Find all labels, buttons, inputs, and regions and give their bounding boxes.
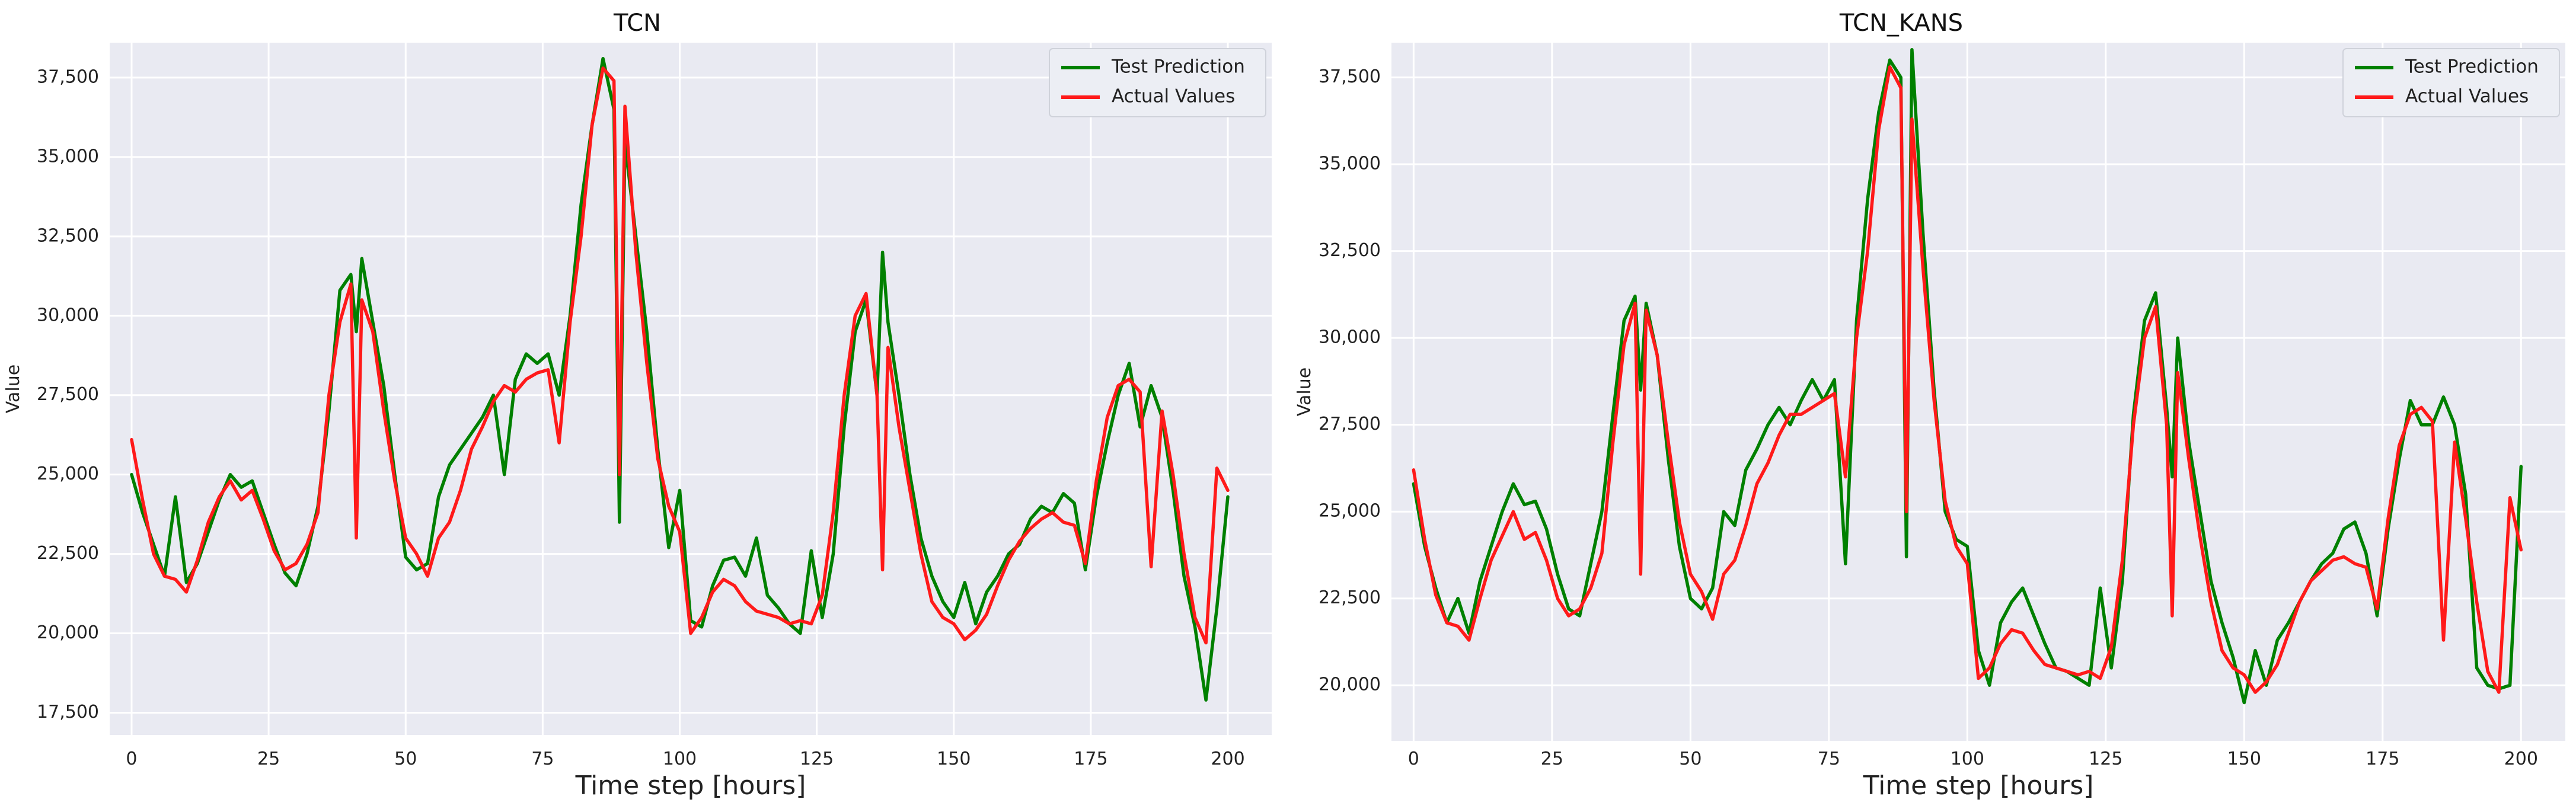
series-line-actual-values (1412, 65, 2523, 694)
y-tick-label: 37,500 (37, 66, 99, 87)
y-tick-label: 27,500 (37, 384, 99, 405)
series-line-actual-values (130, 66, 1230, 645)
y-tick-label: 30,000 (37, 305, 99, 325)
x-tick-label: 75 (1818, 749, 1840, 769)
legend-box (2342, 48, 2560, 117)
y-tick-label: 20,000 (37, 622, 99, 643)
legend-label: Test Prediction (1111, 56, 1245, 78)
x-tick-label: 100 (663, 749, 697, 769)
x-tick-label: 150 (2227, 749, 2261, 769)
chart-panel-tcn-kans: 0 25 50 75 100 125 150 175 200 20,000 22,500 25,000… (1288, 0, 2576, 812)
legend-label: Actual Values (2405, 86, 2529, 107)
x-tick-label: 175 (2366, 749, 2399, 769)
x-tick-label: 200 (1211, 749, 1244, 769)
y-axis-label: Value (3, 365, 24, 413)
y-tick-label: 25,000 (1319, 501, 1381, 522)
x-tick-label: 25 (257, 749, 280, 769)
y-axis-label: Value (1294, 367, 1315, 416)
x-tick-label: 25 (1541, 749, 1563, 769)
chart-panel-tcn: 0 25 50 75 100 125 150 175 200 17,500 20,000 22,500… (3, 9, 1272, 801)
x-axis-label: Time step [hours] (575, 771, 806, 801)
x-tick-label: 0 (1408, 749, 1419, 769)
x-tick-label: 175 (1074, 749, 1107, 769)
series-line-test-prediction (1412, 47, 2523, 705)
y-tick-label: 22,500 (37, 543, 99, 564)
y-tick-label: 37,500 (1319, 66, 1381, 87)
y-tick-label: 35,000 (37, 146, 99, 167)
x-tick-label: 0 (126, 749, 137, 769)
y-tick-label: 17,500 (37, 702, 99, 723)
chart-tcn-kans: 0 25 50 75 100 125 150 175 200 20,000 22,500 25,000… (1294, 9, 2565, 801)
x-axis-label: Time step [hours] (1863, 771, 2094, 801)
x-tick-label: 150 (937, 749, 971, 769)
chart-title: TCN (613, 9, 661, 37)
y-tick-label: 32,500 (1319, 240, 1381, 261)
legend-label: Actual Values (1112, 86, 1235, 107)
x-tick-label: 125 (800, 749, 834, 769)
legend: Test Prediction Actual Values (1049, 48, 1266, 117)
y-tick-label: 20,000 (1319, 674, 1381, 695)
y-tick-label: 27,500 (1319, 414, 1381, 434)
plot-area (1391, 43, 2565, 741)
x-tick-label: 50 (394, 749, 417, 769)
chart-tcn: 0 25 50 75 100 125 150 175 200 17,500 20,000 22,500… (3, 9, 1272, 801)
chart-title: TCN_KANS (1839, 9, 1963, 37)
y-tick-label: 22,500 (1319, 587, 1381, 608)
y-tick-label: 32,500 (37, 225, 99, 246)
x-tick-label: 125 (2089, 749, 2122, 769)
x-tick-label: 100 (1951, 749, 1984, 769)
x-tick-label: 200 (2504, 749, 2538, 769)
y-tick-label: 25,000 (37, 463, 99, 484)
y-tick-label: 35,000 (1319, 154, 1381, 174)
legend: Test Prediction Actual Values (2342, 48, 2560, 117)
legend-box (1049, 48, 1266, 117)
x-tick-label: 75 (531, 749, 554, 769)
y-tick-label: 30,000 (1319, 327, 1381, 348)
legend-label: Test Prediction (2405, 56, 2539, 78)
x-tick-label: 50 (1679, 749, 1702, 769)
